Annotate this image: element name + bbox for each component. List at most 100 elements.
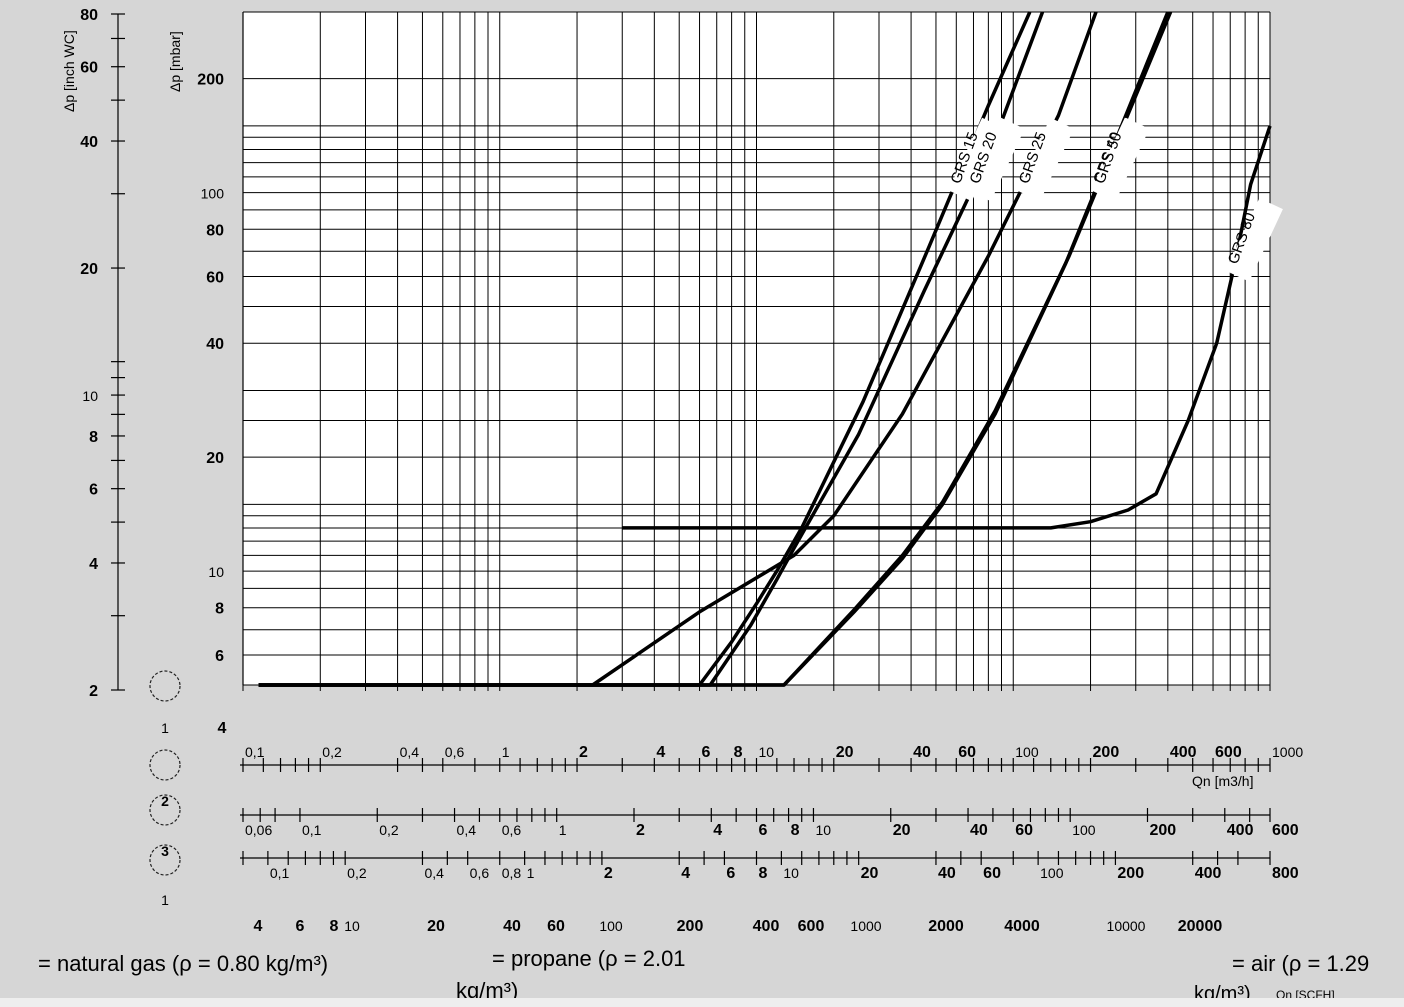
flow-scale-label: 4 [713,822,722,839]
mbar-tick-label: 8 [215,601,224,618]
inch-wc-tick-label: 6 [89,482,98,499]
medium-marker-index: 1 [161,892,169,908]
medium-marker-circle [149,749,181,781]
stray-tick-label: 4 [218,720,227,737]
flow-scale-label: 20 [893,822,911,839]
flow-scale-label: 0,4 [400,744,420,760]
flow-scale-label: 400 [1195,865,1222,882]
curve-label-bg [1225,198,1283,282]
bottom-bar [0,998,1404,1007]
flow-scale-label: 0,06 [245,822,272,838]
scfh-label: 40 [503,918,521,935]
propane-legend-line1: = propane (ρ = 2.01 [492,946,686,971]
flow-scale-label: 600 [1215,744,1242,761]
flow-scale-label: 0,6 [502,822,522,838]
scfh-label: 10 [344,918,360,934]
flow-scale-label: 0,2 [379,822,399,838]
flow-scale-label: 400 [1227,822,1254,839]
mbar-tick-label: 60 [206,270,224,287]
scfh-label: 60 [547,918,565,935]
flow-scale-label: 20 [861,865,879,882]
flow-scale-label: 40 [938,865,956,882]
flow-scales: 0,1 0,2 0,4 0,6 1 2 4 6 8 10 20 40 60 100 200 400 600 100… [240,744,1303,935]
inch-wc-tick-label: 8 [89,429,98,446]
inch-wc-tick-label: 20 [80,261,98,278]
flow-scale-label: 6 [702,744,711,761]
flow-scale-label: 0,2 [322,744,342,760]
chart-grid [242,11,1271,691]
curve-label-bg [967,117,1025,202]
flow-scale-label: 0,6 [445,744,465,760]
scfh-label: 100 [599,918,623,934]
flow-scale-label: 10 [815,822,831,838]
flow-scale-label: 1 [502,744,510,760]
medium-markers: 1 2 3 1 [149,670,181,908]
medium-marker-number: 2 [161,793,169,809]
scfh-label: 400 [753,918,780,935]
inch-wc-tick-label: 40 [80,134,98,151]
scfh-label: 10000 [1107,918,1146,934]
medium-marker-circle [149,844,181,876]
flow-scale-label: 0,1 [245,744,265,760]
scfh-label: 2000 [928,918,964,935]
flow-scale-label: 6 [726,865,735,882]
curve-label-bg [1091,117,1150,202]
air-legend-line1: = air (ρ = 1.29 [1232,951,1370,976]
flow-scale-label: 60 [1015,822,1033,839]
flow-scale-label: 0,6 [470,865,490,881]
flow-scale-label: 40 [913,744,931,761]
scfh-label: 8 [330,918,339,935]
flow-scale-label: 6 [759,822,768,839]
inch-wc-tick-label: 80 [80,7,98,24]
inch-wc-tick-label: 4 [89,556,98,573]
flow-scale-label: 1 [527,865,535,881]
flow-scale-label: 2 [579,744,588,761]
flow-scale-label: 100 [1015,744,1039,760]
flow-scale-label: 0,4 [424,865,444,881]
scfh-label: 6 [296,918,305,935]
flow-scale-label: 8 [791,822,800,839]
medium-marker-circle [149,670,181,702]
flow-scale-label: 10 [759,744,775,760]
flow-scale-label: 20 [836,744,854,761]
mbar-tick-label: 200 [197,72,224,89]
flow-scale-label: 0,1 [302,822,322,838]
flow-scale-label: 0,1 [270,865,290,881]
scfh-label: 200 [677,918,704,935]
medium-marker-index: 1 [161,720,169,736]
flow-scale-label: 100 [1040,865,1064,881]
flow-scale-label: 40 [970,822,988,839]
flow-scale-label: 10 [783,865,799,881]
flow-scale-label: 800 [1272,865,1299,882]
flow-scale-label: 0,2 [347,865,367,881]
flow-scale-label: 400 [1170,744,1197,761]
curve-label-bg [948,117,1006,202]
natural-gas-legend: = natural gas (ρ = 0.80 kg/m³) [38,951,329,976]
inch-wc-tick-label: 2 [89,683,98,700]
scfh-label: 1000 [850,918,881,934]
flow-scale-label: 1000 [1272,744,1303,760]
flow-scale-label: 600 [1272,822,1299,839]
scfh-label: 600 [798,918,825,935]
mbar-tick-label: 6 [215,648,224,665]
flow-scale-label: 60 [983,865,1001,882]
inch-wc-tick-label: 10 [82,388,98,404]
flow-scale-label: 2 [604,865,613,882]
inch-wc-axis-title: Δp [inch WC] [61,30,77,112]
inch-wc-tick-label: 60 [80,60,98,77]
flow-scale-label: 4 [681,865,690,882]
mbar-tick-label: 20 [206,450,224,467]
flow-scale-label: 200 [1149,822,1176,839]
flow-scale-label: 8 [759,865,768,882]
flow-scale-label: 100 [1072,822,1096,838]
mbar-tick-label: 100 [201,186,225,202]
mbar-tick-label: 80 [206,222,224,239]
flow-scale-label: 0,4 [457,822,477,838]
flow-scale-label: 200 [1093,744,1120,761]
medium-marker-number: 3 [161,843,169,859]
flow-scale-label: 2 [636,822,645,839]
flow-scale-label: 60 [958,744,976,761]
flow-scale-label: 4 [656,744,665,761]
scfh-label: 4 [254,918,263,935]
